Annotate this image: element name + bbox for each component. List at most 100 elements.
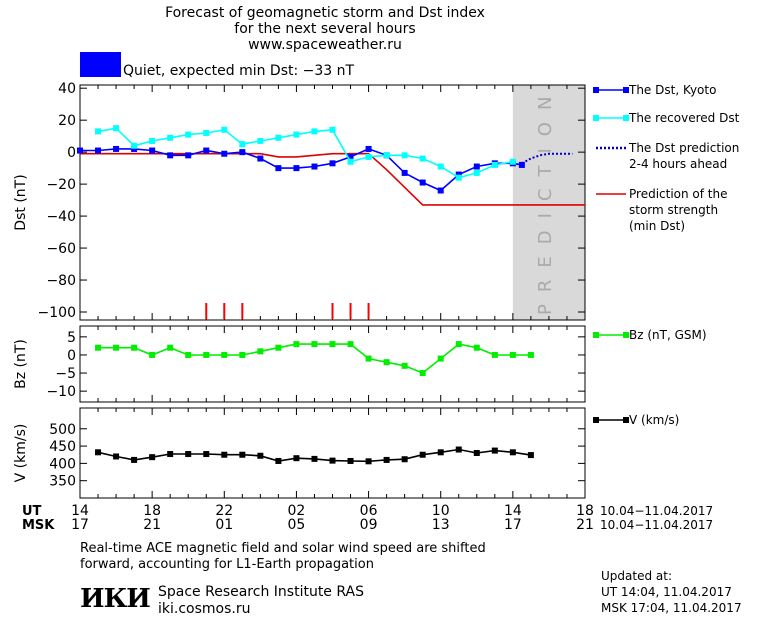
- data-point-the-dst-kyoto: [185, 152, 192, 159]
- data-point-v-km-s: [509, 449, 516, 456]
- data-point-bz-nt-gsm: [239, 351, 246, 358]
- data-point-bz-nt-gsm: [419, 370, 426, 377]
- legend-label-prediction-of-the: storm strength: [629, 203, 718, 217]
- x-axis-msk-range: 10.04−11.04.2017: [600, 518, 713, 532]
- chart-title: Forecast of geomagnetic storm and Dst in…: [165, 5, 485, 21]
- data-point-bz-nt-gsm: [185, 351, 192, 358]
- data-point-bz-nt-gsm: [257, 348, 264, 355]
- data-point-the-dst-kyoto: [473, 163, 480, 170]
- site-url[interactable]: www.spaceweather.ru: [248, 37, 402, 53]
- data-point-bz-nt-gsm: [437, 355, 444, 362]
- data-point-the-dst-kyoto: [203, 147, 210, 154]
- updated-label: Updated at:: [601, 569, 672, 583]
- data-point-the-recovered-dst: [131, 142, 138, 149]
- legend-label-the-dst-kyoto: The Dst, Kyoto: [628, 83, 716, 97]
- data-point-the-dst-kyoto: [167, 152, 174, 159]
- legend-marker-the-dst-kyoto: [593, 87, 599, 93]
- data-point-bz-nt-gsm: [311, 341, 318, 348]
- legend-marker-the-recovered-dst: [623, 115, 629, 121]
- legend-marker-v-km-s: [623, 417, 629, 423]
- data-point-the-dst-kyoto: [149, 147, 156, 154]
- data-point-the-dst-kyoto: [131, 145, 138, 152]
- data-point-the-recovered-dst: [185, 131, 192, 138]
- data-point-the-recovered-dst: [401, 152, 408, 159]
- data-point-the-dst-kyoto: [311, 163, 318, 170]
- data-point-v-km-s: [437, 449, 444, 456]
- data-point-v-km-s: [293, 455, 300, 462]
- data-point-v-km-s: [347, 457, 354, 464]
- v-panel-frame: [79, 407, 586, 499]
- data-point-the-recovered-dst: [383, 152, 390, 159]
- data-point-the-dst-kyoto: [275, 165, 282, 172]
- data-point-the-dst-kyoto: [347, 153, 354, 160]
- series-line-the-dst-prediction: [521, 152, 573, 165]
- x-tick-label-msk: 09: [360, 517, 378, 533]
- x-axis-msk-label: MSK: [22, 518, 55, 533]
- bz-ylabel: Bz (nT): [13, 339, 29, 389]
- data-point-v-km-s: [383, 456, 390, 463]
- data-point-the-dst-kyoto: [221, 150, 228, 157]
- bz-panel-frame: [79, 325, 586, 403]
- data-point-the-dst-kyoto: [95, 147, 102, 154]
- data-point-the-dst-kyoto: [293, 165, 300, 172]
- legend-label-the-dst-prediction: The Dst prediction: [628, 141, 739, 155]
- x-tick-label-ut: 02: [288, 503, 306, 519]
- data-point-the-recovered-dst: [203, 129, 210, 136]
- dst-ylabel: Dst (nT): [13, 174, 29, 230]
- data-point-v-km-s: [221, 451, 228, 458]
- data-point-bz-nt-gsm: [149, 351, 156, 358]
- x-tick-label-msk: 17: [71, 517, 89, 533]
- data-point-the-recovered-dst: [293, 131, 300, 138]
- x-tick-label-ut: 14: [504, 503, 522, 519]
- data-point-the-recovered-dst: [419, 155, 426, 162]
- legend-marker-bz-nt-gsm: [623, 332, 629, 338]
- data-point-the-recovered-dst: [221, 126, 228, 133]
- data-point-the-dst-kyoto: [437, 187, 444, 194]
- dst-ytick-label: 0: [67, 145, 76, 161]
- data-point-the-recovered-dst: [329, 126, 336, 133]
- data-point-bz-nt-gsm: [221, 351, 228, 358]
- data-point-bz-nt-gsm: [365, 355, 372, 362]
- data-point-v-km-s: [527, 452, 534, 459]
- data-point-the-recovered-dst: [239, 141, 246, 148]
- x-tick-label-ut: 22: [215, 503, 233, 519]
- x-tick-label-ut: 18: [576, 503, 594, 519]
- data-point-the-recovered-dst: [437, 163, 444, 170]
- legend-label-the-recovered-dst: The recovered Dst: [628, 111, 740, 125]
- x-tick-label-msk: 01: [215, 517, 233, 533]
- legend-label-prediction-of-the: Prediction of the: [629, 187, 728, 201]
- bz-ytick-label: −5: [55, 366, 76, 382]
- data-point-bz-nt-gsm: [167, 344, 174, 351]
- v-ytick-label: 350: [49, 474, 76, 490]
- data-point-v-km-s: [257, 452, 264, 459]
- iki-logo: ИКИ: [80, 584, 151, 614]
- data-point-bz-nt-gsm: [455, 341, 462, 348]
- data-point-the-recovered-dst: [275, 134, 282, 141]
- data-point-bz-nt-gsm: [131, 344, 138, 351]
- data-point-the-dst-kyoto: [419, 179, 426, 186]
- dst-ytick-label: 20: [58, 113, 76, 129]
- legend-marker-the-dst-kyoto: [623, 87, 629, 93]
- data-point-v-km-s: [275, 457, 282, 464]
- data-point-the-dst-kyoto: [77, 147, 83, 154]
- updated-ut: UT 14:04, 11.04.2017: [601, 585, 732, 599]
- data-point-v-km-s: [131, 456, 138, 463]
- data-point-the-recovered-dst: [257, 137, 264, 144]
- data-point-v-km-s: [113, 453, 120, 460]
- data-point-the-recovered-dst: [473, 169, 480, 176]
- institute-link[interactable]: iki.cosmos.ru: [158, 601, 251, 617]
- data-point-bz-nt-gsm: [347, 341, 354, 348]
- bz-ytick-label: 0: [67, 348, 76, 364]
- x-tick-label-msk: 05: [288, 517, 306, 533]
- data-point-the-recovered-dst: [149, 137, 156, 144]
- data-point-the-dst-kyoto: [239, 149, 246, 156]
- updated-msk: MSK 17:04, 11.04.2017: [601, 601, 742, 615]
- data-point-v-km-s: [401, 456, 408, 463]
- data-point-bz-nt-gsm: [293, 341, 300, 348]
- x-tick-label-ut: 14: [71, 503, 89, 519]
- data-point-v-km-s: [329, 457, 336, 464]
- data-point-v-km-s: [95, 449, 102, 456]
- data-point-v-km-s: [203, 451, 210, 458]
- data-point-the-recovered-dst: [113, 125, 120, 132]
- x-tick-label-ut: 06: [360, 503, 378, 519]
